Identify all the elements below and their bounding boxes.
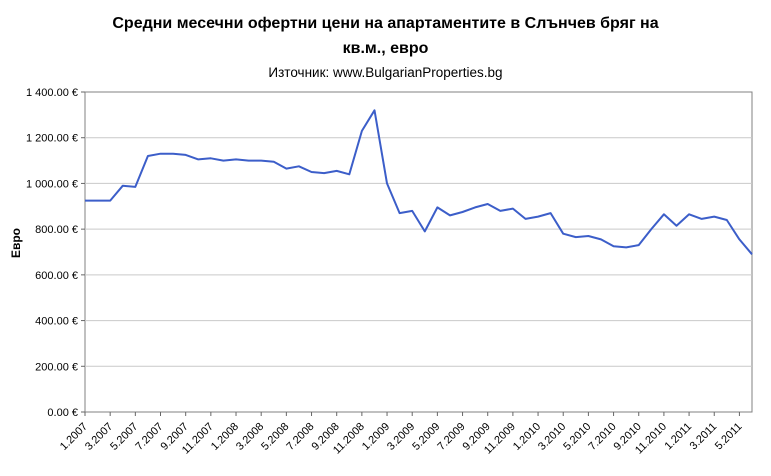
- y-tick-label: 200.00 €: [35, 361, 78, 373]
- chart-title-line2: кв.м., евро: [342, 39, 429, 57]
- line-chart: 0.00 € 200.00 € 400.00 € 600.00 € 800.00 € 1 …: [26, 87, 753, 456]
- y-tick-label: 0.00 €: [47, 407, 78, 419]
- chart-title-line1: Средни месечни офертни цени на апартамен…: [112, 15, 659, 32]
- y-tick-label: 800.00 €: [35, 224, 78, 236]
- y-tick-label: 1 400.00 €: [26, 87, 78, 99]
- x-tick-label: 1.2011: [662, 420, 694, 452]
- y-tick-label: 400.00 €: [35, 315, 78, 327]
- y-axis-label: Евро: [9, 227, 23, 259]
- price-line: [85, 108, 753, 255]
- y-axis-ticks: 0.00 € 200.00 € 400.00 € 600.00 € 800.00 € 1 …: [26, 87, 85, 419]
- plot-area: [84, 91, 753, 413]
- gridlines: [85, 136, 752, 367]
- chart-title: Средни месечни офертни цени на апартамен…: [0, 0, 771, 62]
- x-tick-label: 3.2011: [688, 420, 720, 452]
- chart-source-subtitle: Източник: www.BulgarianProperties.bg: [268, 64, 503, 80]
- y-tick-label: 1 000.00 €: [26, 178, 78, 190]
- x-axis-ticks: 1.20073.20075.20077.20079.200711.20071.2…: [58, 411, 745, 456]
- y-tick-label: 1 200.00 €: [26, 132, 78, 144]
- y-tick-label: 600.00 €: [35, 269, 78, 281]
- x-tick-label: 5.2011: [713, 420, 745, 452]
